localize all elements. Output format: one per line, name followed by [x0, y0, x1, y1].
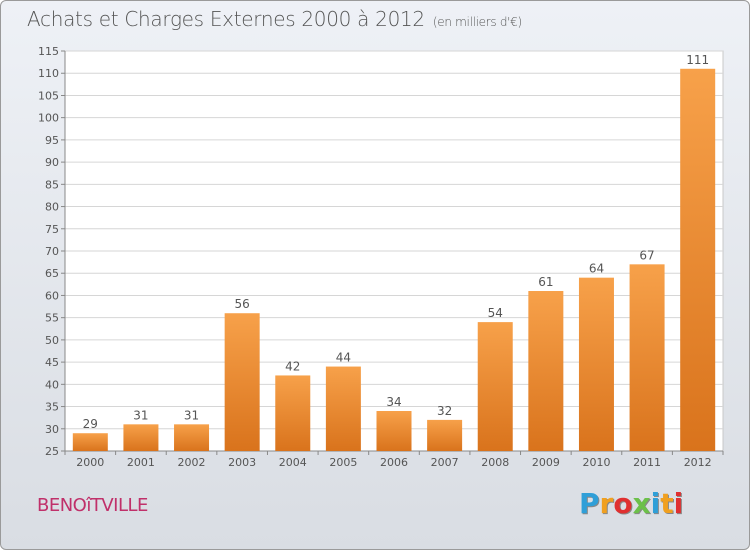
logo-letter: P [579, 487, 600, 520]
y-tick-label: 100 [38, 112, 59, 125]
y-tick-label: 25 [45, 445, 59, 458]
data-label: 54 [488, 306, 503, 320]
logo-letter: i [650, 487, 661, 520]
data-label: 29 [83, 417, 98, 431]
commune-name: BENOîTVILLE [37, 495, 148, 516]
logo-letter: i [673, 487, 684, 520]
bar-2003 [224, 313, 260, 451]
chart-title: Achats et Charges Externes 2000 à 2012 (e… [27, 7, 522, 31]
x-tick-label: 2000 [76, 456, 104, 469]
data-label: 44 [336, 351, 351, 365]
title-text: Achats et Charges Externes 2000 à 2012 [27, 7, 425, 31]
x-tick-label: 2002 [178, 456, 206, 469]
data-label: 42 [285, 359, 300, 373]
data-label: 61 [538, 275, 553, 289]
bar-layer [72, 68, 716, 452]
data-label: 34 [386, 395, 401, 409]
data-label: 32 [437, 404, 452, 418]
data-label: 31 [133, 408, 148, 422]
y-tick-label: 70 [45, 245, 59, 258]
axis-layer: 25 30 35 40 45 50 55 60 65 70 75 80 85 90 95 100 105 110 1… [38, 45, 724, 469]
bar-2002 [174, 424, 210, 451]
data-label: 56 [235, 297, 250, 311]
logo-letter: o [613, 487, 633, 520]
x-tick-label: 2005 [329, 456, 357, 469]
bar-2011 [629, 264, 665, 451]
bar-2005 [325, 366, 361, 451]
y-tick-label: 75 [45, 223, 59, 236]
logo-letter: t [660, 487, 674, 520]
bar-2006 [376, 411, 412, 451]
y-tick-label: 85 [45, 178, 59, 191]
bar-2007 [427, 419, 463, 451]
y-tick-label: 60 [45, 289, 59, 302]
y-tick-label: 110 [38, 67, 59, 80]
chart-subtitle: (en milliers d'€) [432, 15, 522, 29]
y-tick-label: 115 [38, 45, 59, 58]
y-tick-label: 55 [45, 312, 59, 325]
y-tick-label: 80 [45, 201, 59, 214]
y-tick-label: 90 [45, 156, 59, 169]
x-tick-label: 2010 [582, 456, 610, 469]
y-tick-label: 40 [45, 378, 59, 391]
x-tick-label: 2003 [228, 456, 256, 469]
x-tick-label: 2001 [127, 456, 155, 469]
data-label: 67 [639, 248, 654, 262]
y-tick-label: 95 [45, 134, 59, 147]
x-tick-label: 2009 [532, 456, 560, 469]
x-tick-label: 2011 [633, 456, 661, 469]
x-tick-label: 2004 [279, 456, 307, 469]
bar-2008 [477, 322, 513, 451]
y-tick-label: 105 [38, 89, 59, 102]
grid-layer [64, 50, 724, 452]
x-tick-label: 2007 [431, 456, 459, 469]
logo-letter: r [599, 487, 614, 520]
data-label: 64 [589, 262, 604, 276]
y-tick-label: 65 [45, 267, 59, 280]
proxiti-logo: Proxiti [579, 487, 683, 520]
x-tick-label: 2008 [481, 456, 509, 469]
y-tick-label: 45 [45, 356, 59, 369]
y-tick-label: 35 [45, 401, 59, 414]
bar-2000 [72, 433, 108, 451]
label-layer: 29 31 31 56 42 44 34 32 54 61 64 67 111 [83, 53, 709, 431]
x-tick-label: 2012 [684, 456, 712, 469]
bar-2010 [578, 277, 614, 451]
data-label: 31 [184, 408, 199, 422]
bar-2009 [528, 291, 564, 451]
bar-2012 [680, 68, 716, 452]
bar-2001 [123, 424, 159, 451]
logo-letter: x [632, 487, 651, 520]
bar-2004 [275, 375, 311, 451]
x-tick-label: 2006 [380, 456, 408, 469]
data-label: 111 [686, 53, 709, 67]
y-tick-label: 30 [45, 423, 59, 436]
y-tick-label: 50 [45, 334, 59, 347]
